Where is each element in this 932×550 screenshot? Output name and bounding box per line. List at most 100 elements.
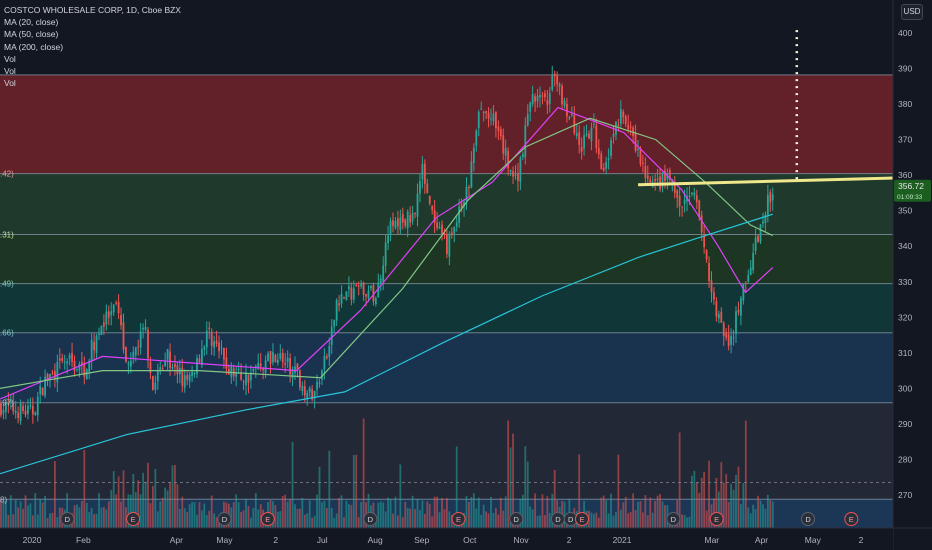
candle-body-81 [198, 358, 201, 363]
volume-bar-297 [727, 502, 730, 528]
volume-bar-204 [499, 497, 502, 528]
indicator-ma200[interactable]: MA (200, close) [4, 41, 64, 52]
indicator-ma50[interactable]: MA (50, close) [4, 29, 59, 40]
last-price-badge [894, 179, 931, 202]
candle-body-127 [311, 389, 314, 400]
dividend-marker-7[interactable]: D [550, 512, 565, 526]
volume-bar-247 [605, 500, 608, 528]
earnings-marker-3[interactable]: E [260, 512, 275, 526]
candle-body-172 [421, 163, 424, 180]
earnings-marker-9[interactable]: E [574, 512, 589, 526]
event-marker-letter-9: E [579, 515, 584, 524]
candle-body-1 [2, 409, 5, 414]
indicator-vol-3[interactable]: Vol [4, 78, 16, 89]
candle-body-238 [583, 135, 585, 149]
earnings-marker-5[interactable]: E [451, 512, 466, 526]
candle-body-28 [68, 354, 71, 359]
volume-bar-21 [51, 512, 54, 528]
candle-body-57 [139, 331, 142, 348]
volume-bar-72 [176, 484, 179, 528]
volume-bar-119 [291, 441, 294, 528]
candle-body-264 [646, 175, 649, 179]
ma-line-0 [0, 106, 774, 400]
candle-body-40 [98, 333, 100, 335]
volume-bar-131 [321, 502, 323, 528]
dividend-marker-2[interactable]: D [217, 512, 232, 526]
earnings-marker-11[interactable]: E [709, 512, 724, 526]
candle-body-69 [169, 351, 171, 369]
candle-body-250 [612, 134, 615, 137]
volume-bar-23 [56, 517, 59, 528]
ma-line-1 [0, 117, 774, 389]
volume-bar-165 [404, 501, 407, 528]
fib-level-label-3: .66) [0, 329, 14, 338]
volume-bar-98 [240, 512, 242, 528]
candle-body-308 [754, 237, 757, 251]
volume-bar-202 [495, 508, 497, 528]
candle-body-252 [617, 124, 620, 127]
volume-bar-203 [497, 514, 500, 528]
volume-bar-178 [436, 496, 438, 528]
candle-body-247 [605, 161, 608, 169]
volume-bar-116 [284, 494, 287, 528]
candle-body-261 [639, 147, 642, 165]
volume-bar-260 [637, 501, 639, 528]
volume-bar-105 [257, 509, 260, 528]
time-axis [0, 528, 893, 550]
candle-body-253 [619, 108, 622, 124]
candle-body-190 [465, 187, 468, 201]
candle-body-235 [575, 132, 578, 137]
candle-body-86 [210, 331, 213, 346]
earnings-marker-1[interactable]: E [126, 512, 141, 526]
candle-body-100 [245, 372, 247, 386]
candle-body-200 [490, 118, 492, 120]
x-tick-label-6: Aug [368, 535, 383, 545]
indicator-vol-2[interactable]: Vol [4, 66, 16, 77]
volume-bar-257 [629, 512, 632, 528]
dividend-marker-10[interactable]: D [666, 512, 681, 526]
volume-bar-307 [752, 504, 755, 528]
candle-body-292 [715, 301, 718, 317]
candle-body-110 [269, 351, 272, 364]
dividend-marker-6[interactable]: D [509, 512, 524, 526]
candle-body-150 [367, 290, 370, 298]
candle-body-201 [492, 113, 495, 122]
candle-body-299 [732, 337, 735, 339]
candle-body-11 [27, 405, 29, 414]
candle-body-193 [472, 147, 475, 163]
earnings-marker-13[interactable]: E [844, 512, 859, 526]
volume-bar-209 [512, 433, 514, 528]
dividend-marker-12[interactable]: D [801, 512, 816, 526]
candle-body-220 [539, 94, 541, 98]
dividend-marker-4[interactable]: D [363, 512, 378, 526]
volume-bar-263 [644, 495, 647, 528]
candle-body-123 [301, 385, 304, 392]
candle-body-283 [693, 192, 696, 196]
candle-body-38 [93, 342, 95, 351]
candle-body-198 [485, 110, 487, 114]
y-tick-label-0: 270 [898, 490, 912, 500]
volume-bar-68 [166, 490, 169, 528]
indicator-vol-1[interactable]: Vol [4, 53, 16, 64]
candle-body-109 [267, 353, 269, 361]
candle-body-285 [698, 200, 701, 218]
indicator-ma20[interactable]: MA (20, close) [4, 17, 59, 28]
volume-bar-289 [708, 460, 710, 528]
candle-body-228 [558, 84, 561, 87]
candle-body-56 [137, 346, 140, 348]
dividend-marker-0[interactable]: D [60, 512, 75, 526]
volume-bar-278 [681, 514, 683, 528]
currency-button[interactable]: USD [901, 4, 923, 20]
volume-bar-159 [389, 499, 392, 528]
candle-body-102 [250, 372, 252, 381]
candle-body-151 [370, 285, 372, 289]
event-marker-letter-13: E [849, 515, 854, 524]
y-tick-label-13: 400 [898, 28, 912, 38]
volume-bar-298 [730, 483, 732, 528]
volume-bar-296 [725, 473, 728, 528]
volume-bar-224 [548, 512, 551, 528]
volume-bar-177 [433, 496, 436, 528]
volume-bar-0 [0, 499, 2, 528]
volume-bar-251 [615, 511, 617, 528]
